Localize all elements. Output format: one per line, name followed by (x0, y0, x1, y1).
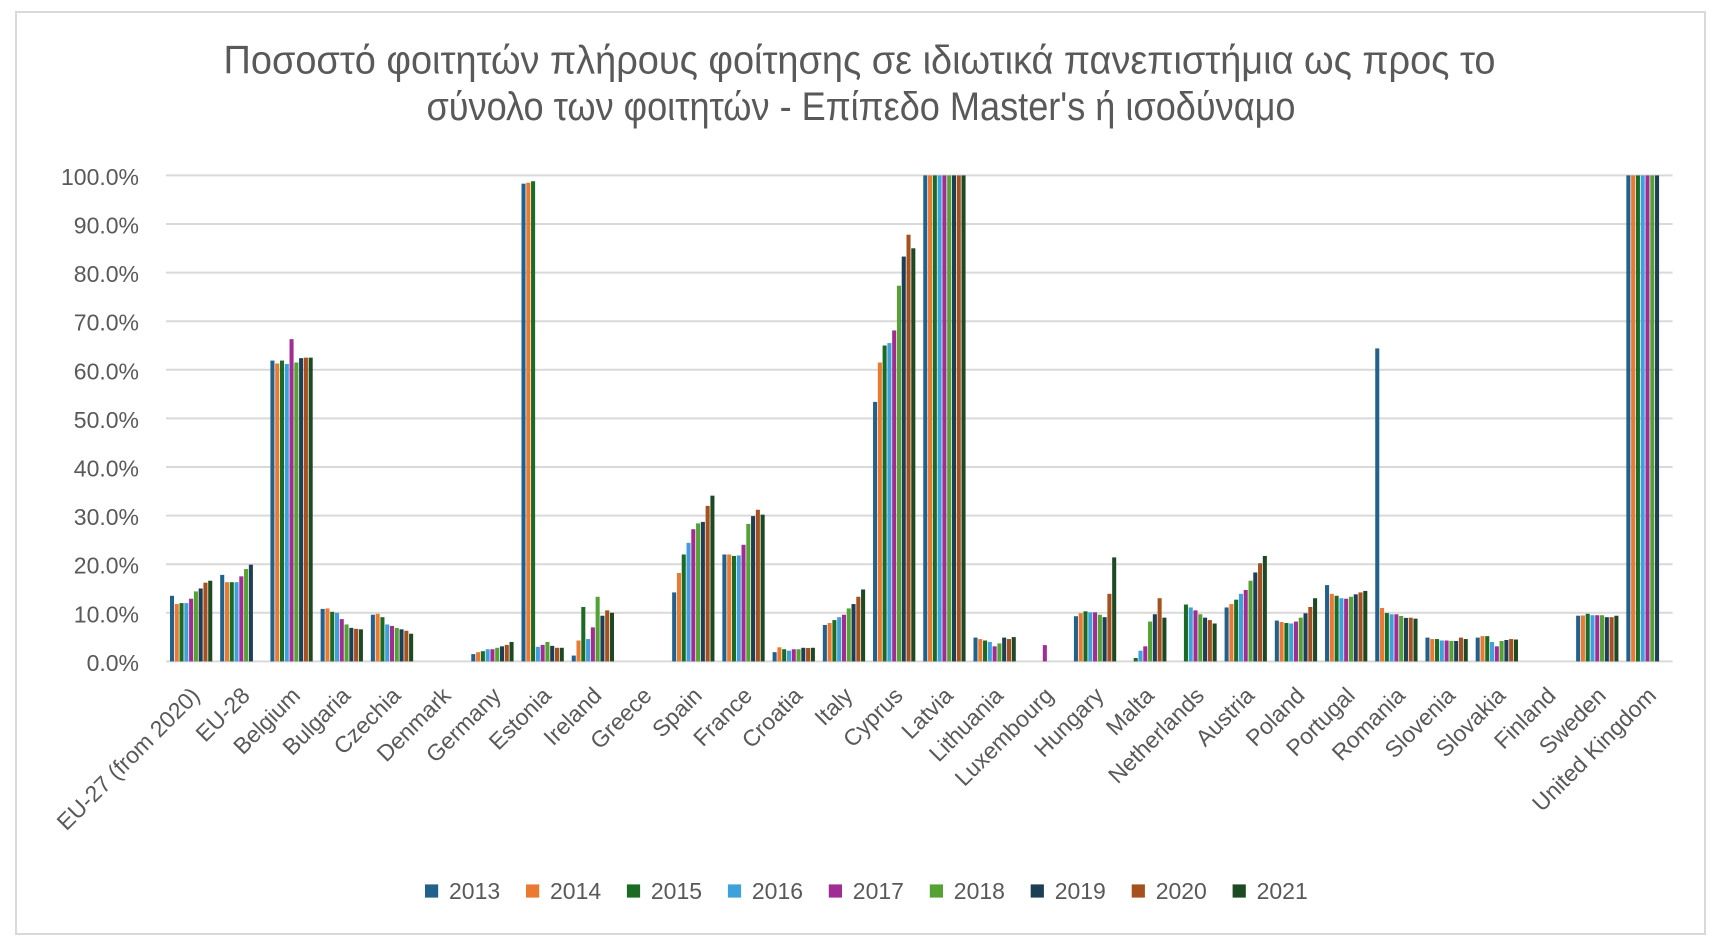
svg-text:100.0%: 100.0% (61, 164, 139, 190)
svg-text:70.0%: 70.0% (74, 310, 139, 336)
svg-text:80.0%: 80.0% (74, 261, 139, 287)
svg-text:2015: 2015 (651, 878, 702, 904)
svg-text:20.0%: 20.0% (74, 553, 139, 579)
svg-text:2016: 2016 (752, 878, 803, 904)
svg-text:10.0%: 10.0% (74, 601, 139, 627)
svg-text:60.0%: 60.0% (74, 358, 139, 384)
svg-text:0.0%: 0.0% (87, 650, 139, 676)
svg-text:30.0%: 30.0% (74, 504, 139, 530)
svg-text:2013: 2013 (449, 878, 500, 904)
svg-text:90.0%: 90.0% (74, 213, 139, 239)
svg-text:2018: 2018 (954, 878, 1005, 904)
svg-text:2019: 2019 (1055, 878, 1106, 904)
svg-text:2014: 2014 (550, 878, 601, 904)
svg-text:2017: 2017 (853, 878, 904, 904)
svg-text:50.0%: 50.0% (74, 407, 139, 433)
svg-text:Ποσοστό φοιτητών πλήρους φοίτη: Ποσοστό φοιτητών πλήρους φοίτησης σε ιδι… (224, 39, 1496, 83)
svg-text:σύνολο των φοιτητών - Επίπεδο: σύνολο των φοιτητών - Επίπεδο Master's ή… (427, 85, 1296, 129)
svg-text:2021: 2021 (1257, 878, 1308, 904)
svg-text:40.0%: 40.0% (74, 456, 139, 482)
svg-text:2020: 2020 (1156, 878, 1207, 904)
